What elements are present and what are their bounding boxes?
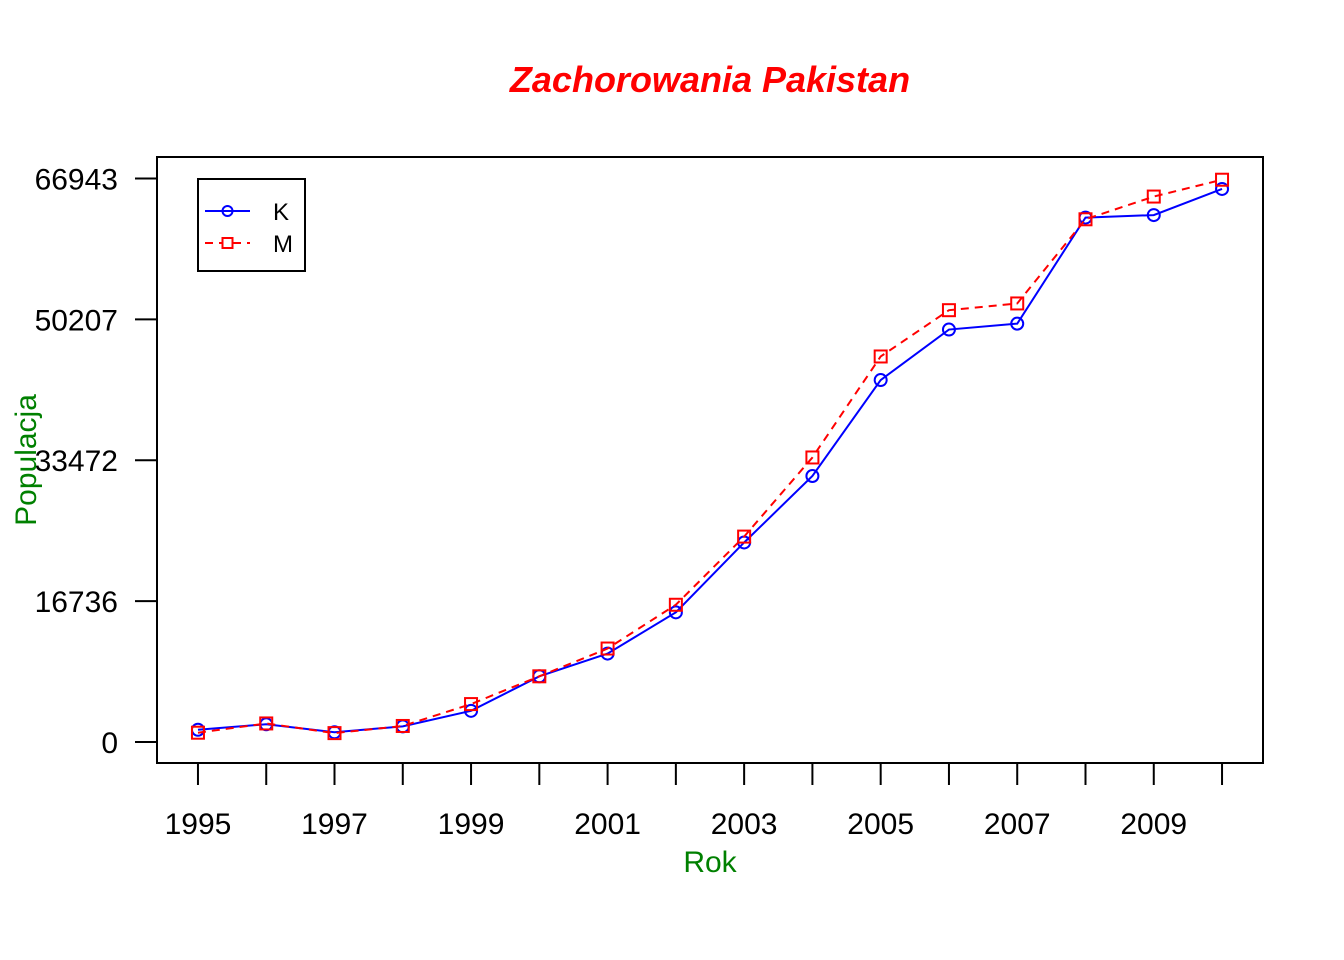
legend-marker-K xyxy=(221,205,234,217)
chart-title: Zachorowania Pakistan xyxy=(509,59,910,100)
x-tick-label: 2005 xyxy=(847,808,914,841)
data-point xyxy=(668,597,683,612)
x-tick-label: 2009 xyxy=(1120,808,1187,841)
data-point xyxy=(532,669,547,684)
data-point xyxy=(873,373,888,388)
data-point xyxy=(600,641,615,656)
data-point xyxy=(1146,208,1161,223)
series-layer xyxy=(190,172,1230,741)
legend-box xyxy=(197,178,306,272)
x-tick-label: 2003 xyxy=(711,808,778,841)
legend-label-K: K xyxy=(273,199,289,226)
legend: KM xyxy=(197,178,306,272)
y-tick-label: 33472 xyxy=(35,445,118,478)
x-axis-label: Rok xyxy=(683,846,737,879)
x-tick-label: 1995 xyxy=(165,808,232,841)
legend-label-M: M xyxy=(273,231,293,258)
data-point xyxy=(1146,189,1161,204)
series-line xyxy=(197,178,1223,735)
data-point xyxy=(1010,316,1025,331)
y-axis-label: Populacja xyxy=(10,394,43,526)
plot-frame xyxy=(156,156,1264,764)
data-point xyxy=(805,450,820,465)
data-point xyxy=(1010,296,1025,311)
y-tick-label: 0 xyxy=(101,727,118,760)
data-point xyxy=(1078,212,1093,227)
data-point xyxy=(668,605,683,620)
y-axis: 0 16736 33472 50207 66943 xyxy=(35,164,158,760)
data-point xyxy=(190,725,205,740)
series-line xyxy=(197,188,1223,734)
data-point xyxy=(464,697,479,712)
series-K xyxy=(190,181,1230,740)
data-point xyxy=(1215,181,1230,196)
x-axis: 1995 1997 1999 2001 2003 2005 2007 2009 xyxy=(165,762,1224,841)
data-point xyxy=(737,529,752,544)
x-tick-label: 1997 xyxy=(301,808,368,841)
data-point xyxy=(259,716,274,731)
data-point xyxy=(873,349,888,364)
y-tick-label: 16736 xyxy=(35,586,118,619)
data-point xyxy=(941,322,956,337)
x-tick-label: 2001 xyxy=(574,808,641,841)
legend-marker-M xyxy=(221,237,234,249)
data-point xyxy=(327,726,342,741)
x-tick-label: 2007 xyxy=(984,808,1051,841)
y-tick-label: 66943 xyxy=(35,164,118,197)
data-point xyxy=(395,718,410,733)
data-point xyxy=(1215,172,1230,187)
data-point xyxy=(941,303,956,318)
x-tick-label: 1999 xyxy=(438,808,505,841)
y-tick-label: 50207 xyxy=(35,304,118,337)
data-point xyxy=(805,468,820,483)
series-M xyxy=(190,172,1230,741)
